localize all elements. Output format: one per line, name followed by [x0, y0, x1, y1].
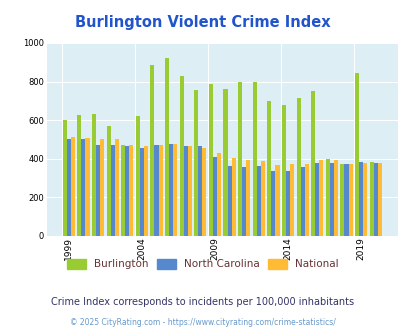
Bar — [290, 164, 294, 236]
Bar — [164, 58, 168, 236]
Bar — [150, 65, 154, 236]
Bar — [144, 146, 148, 236]
Legend: Burlington, North Carolina, National: Burlington, North Carolina, National — [63, 255, 342, 274]
Bar — [85, 139, 90, 236]
Bar — [271, 171, 275, 236]
Bar — [252, 82, 256, 236]
Bar — [241, 167, 246, 236]
Bar — [183, 146, 188, 236]
Bar — [66, 139, 70, 236]
Bar — [110, 145, 114, 236]
Bar — [325, 159, 329, 236]
Bar — [208, 84, 212, 236]
Bar — [319, 160, 323, 236]
Bar — [179, 76, 183, 236]
Bar — [121, 145, 125, 236]
Bar — [154, 145, 158, 236]
Bar — [198, 146, 202, 236]
Bar — [212, 157, 217, 236]
Bar — [275, 165, 279, 236]
Bar — [348, 164, 352, 236]
Bar — [246, 160, 250, 236]
Bar — [339, 164, 344, 236]
Bar — [125, 146, 129, 236]
Bar — [281, 105, 285, 236]
Bar — [100, 139, 104, 236]
Bar — [202, 148, 206, 236]
Bar — [223, 89, 227, 236]
Text: Burlington Violent Crime Index: Burlington Violent Crime Index — [75, 15, 330, 30]
Bar — [285, 171, 290, 236]
Bar — [92, 114, 96, 236]
Bar — [296, 98, 300, 236]
Bar — [194, 90, 198, 236]
Bar — [188, 146, 192, 236]
Bar — [304, 164, 308, 236]
Text: © 2025 CityRating.com - https://www.cityrating.com/crime-statistics/: © 2025 CityRating.com - https://www.city… — [70, 318, 335, 327]
Bar — [310, 91, 314, 236]
Bar — [354, 73, 358, 236]
Bar — [358, 162, 362, 236]
Bar — [231, 158, 235, 236]
Bar — [300, 167, 304, 236]
Text: Crime Index corresponds to incidents per 100,000 inhabitants: Crime Index corresponds to incidents per… — [51, 297, 354, 307]
Bar — [377, 163, 381, 236]
Bar — [266, 101, 271, 236]
Bar — [344, 164, 348, 236]
Bar — [62, 120, 66, 236]
Bar — [139, 148, 144, 236]
Bar — [260, 161, 264, 236]
Bar — [227, 166, 231, 236]
Bar — [217, 153, 221, 236]
Bar — [158, 145, 162, 236]
Bar — [369, 162, 373, 236]
Bar — [81, 139, 85, 236]
Bar — [114, 139, 119, 236]
Bar — [314, 163, 319, 236]
Bar — [135, 116, 139, 236]
Bar — [373, 163, 377, 236]
Bar — [256, 166, 260, 236]
Bar — [77, 115, 81, 236]
Bar — [96, 145, 100, 236]
Bar — [362, 163, 367, 236]
Bar — [173, 144, 177, 236]
Bar — [106, 126, 110, 236]
Bar — [70, 138, 75, 236]
Bar — [329, 163, 333, 236]
Bar — [168, 144, 173, 236]
Bar — [129, 145, 133, 236]
Bar — [237, 82, 241, 236]
Bar — [333, 160, 337, 236]
